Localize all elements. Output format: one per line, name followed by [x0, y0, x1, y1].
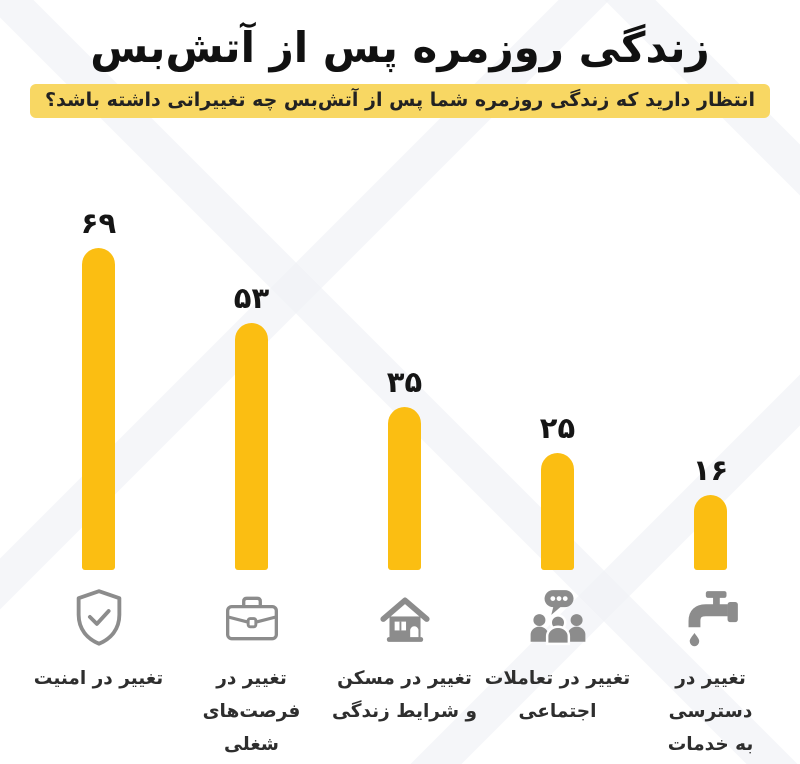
chart-column-social: ۲۵ — [481, 196, 634, 764]
chart-column-housing: ۳۵ تغ — [328, 196, 481, 764]
bar-value-label: ۱۶ — [692, 453, 729, 488]
bar-jobs — [235, 322, 268, 570]
page-title: زندگی روزمره پس از آتش‌بس — [90, 23, 710, 72]
bar-category-label: تغییر در فرصت‌های شغلی — [202, 667, 301, 755]
bar-security — [82, 248, 115, 570]
bar-category-label: تغییر در امنیت — [33, 667, 164, 689]
bar-services — [694, 495, 727, 570]
subtitle-highlight: انتظار دارید که زندگی روزمره شما پس از آ… — [30, 83, 770, 118]
bar-category-label: تغییر در تعاملات اجتماعی — [484, 667, 631, 722]
bar-chart: ۶۹ تغییر در امنیت — [22, 196, 787, 764]
bar-value-label: ۳۵ — [386, 364, 423, 399]
bar-value-label: ۲۵ — [539, 411, 576, 446]
chart-column-services: ۱۶ تغییر در دسترسی — [634, 196, 787, 764]
bar-category-label: تغییر در مسکن و شرایط زندگی — [332, 667, 477, 722]
house-icon — [375, 589, 435, 647]
bar-value-label: ۵۳ — [233, 280, 270, 315]
chart-column-jobs: ۵۳ تغییر در فرصت‌های شغلی — [175, 196, 328, 764]
bar-housing — [388, 406, 421, 570]
people-chat-icon — [527, 588, 589, 648]
shield-check-icon — [71, 588, 127, 648]
bar-value-label: ۶۹ — [80, 206, 117, 241]
chart-column-security: ۶۹ تغییر در امنیت — [22, 196, 175, 764]
faucet-icon — [680, 588, 742, 648]
header: زندگی روزمره پس از آتش‌بس انتظار دارید ک… — [0, 0, 800, 118]
bar-category-label: تغییر در دسترسی به خدمات اساسی — [667, 667, 754, 755]
bar-social — [541, 453, 574, 570]
briefcase-icon — [223, 592, 281, 644]
